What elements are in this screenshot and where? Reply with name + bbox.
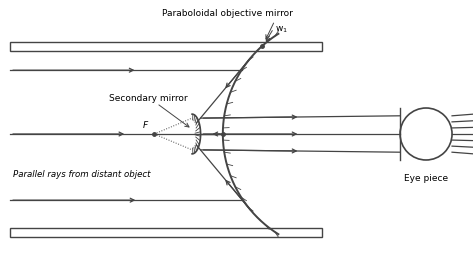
Text: w$_1$: w$_1$: [275, 24, 288, 35]
Bar: [10, 228, 322, 237]
Text: Eye piece: Eye piece: [404, 174, 448, 183]
Text: Parallel rays from distant object: Parallel rays from distant object: [12, 170, 150, 179]
Bar: [10, 42, 322, 51]
Text: F: F: [143, 121, 148, 130]
Text: Secondary mirror: Secondary mirror: [109, 94, 188, 103]
Text: Paraboloidal objective mirror: Paraboloidal objective mirror: [162, 9, 293, 18]
